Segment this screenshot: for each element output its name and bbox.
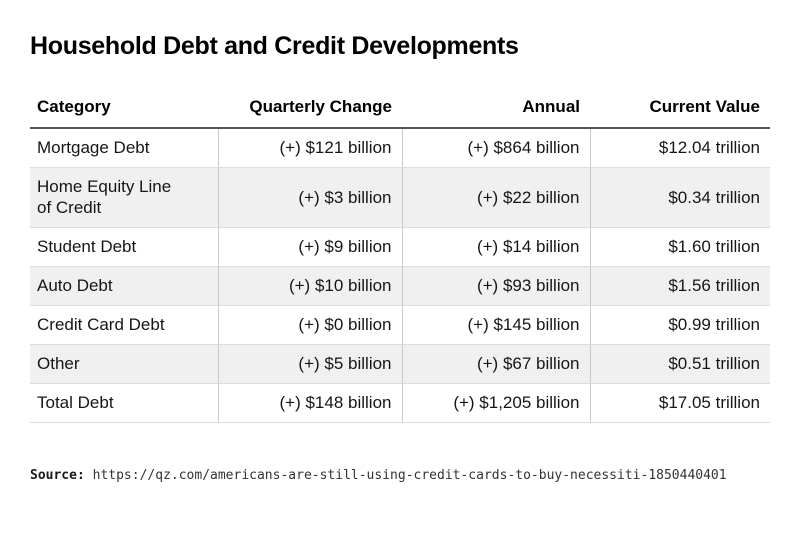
table-row: Credit Card Debt (+) $0 billion (+) $145 b…	[30, 305, 770, 345]
table-row: Other (+) $5 billion (+) $67 billion $0.51 …	[30, 344, 770, 384]
cell-annual: (+) $14 billion	[401, 227, 590, 267]
column-header-category: Category	[30, 91, 218, 129]
cell-annual: (+) $145 billion	[401, 305, 590, 345]
cell-quarterly-change: (+) $10 billion	[217, 266, 402, 306]
cell-category: Student Debt	[30, 227, 218, 267]
household-debt-table: Category Quarterly Change Annual Current…	[30, 91, 770, 423]
cell-quarterly-change: (+) $9 billion	[217, 227, 402, 267]
source-line: Source: https://qz.com/americans-are-sti…	[30, 468, 800, 484]
cell-category: Total Debt	[30, 383, 218, 423]
cell-current-value: $1.56 trillion	[589, 266, 770, 306]
cell-annual: (+) $67 billion	[401, 344, 590, 384]
cell-quarterly-change: (+) $121 billion	[217, 128, 402, 168]
cell-current-value: $0.34 trillion	[589, 167, 770, 228]
column-header-quarterly-change: Quarterly Change	[218, 91, 402, 129]
cell-quarterly-change: (+) $5 billion	[217, 344, 402, 384]
cell-current-value: $0.99 trillion	[589, 305, 770, 345]
cell-current-value: $17.05 trillion	[589, 383, 770, 423]
cell-category: Mortgage Debt	[30, 128, 218, 168]
cell-current-value: $12.04 trillion	[589, 128, 770, 168]
cell-annual: (+) $22 billion	[401, 167, 590, 228]
cell-category: Credit Card Debt	[30, 305, 218, 345]
cell-category: Other	[30, 344, 218, 384]
page-title: Household Debt and Credit Developments	[30, 32, 519, 60]
cell-annual: (+) $1,205 billion	[401, 383, 590, 423]
cell-current-value: $1.60 trillion	[589, 227, 770, 267]
column-header-annual: Annual	[402, 91, 590, 129]
table-row: Total Debt (+) $148 billion (+) $1,205 bil…	[30, 383, 770, 423]
table-body: Mortgage Debt (+) $121 billion (+) $864 bi…	[30, 128, 770, 423]
column-header-current-value: Current Value	[590, 91, 770, 129]
cell-quarterly-change: (+) $0 billion	[217, 305, 402, 345]
source-label: Source:	[30, 468, 85, 483]
table-row: Home Equity Line of Credit (+) $3 billion…	[30, 167, 770, 228]
cell-current-value: $0.51 trillion	[589, 344, 770, 384]
table-header-row: Category Quarterly Change Annual Current…	[30, 91, 770, 129]
cell-annual: (+) $93 billion	[401, 266, 590, 306]
cell-annual: (+) $864 billion	[401, 128, 590, 168]
cell-quarterly-change: (+) $3 billion	[217, 167, 402, 228]
cell-quarterly-change: (+) $148 billion	[217, 383, 402, 423]
source-url: https://qz.com/americans-are-still-using…	[92, 468, 727, 483]
table-row: Auto Debt (+) $10 billion (+) $93 billion $…	[30, 266, 770, 306]
cell-category: Auto Debt	[30, 266, 218, 306]
table-row: Mortgage Debt (+) $121 billion (+) $864 bi…	[30, 128, 770, 168]
cell-category: Home Equity Line of Credit	[30, 167, 218, 228]
table-row: Student Debt (+) $9 billion (+) $14 billio…	[30, 227, 770, 267]
